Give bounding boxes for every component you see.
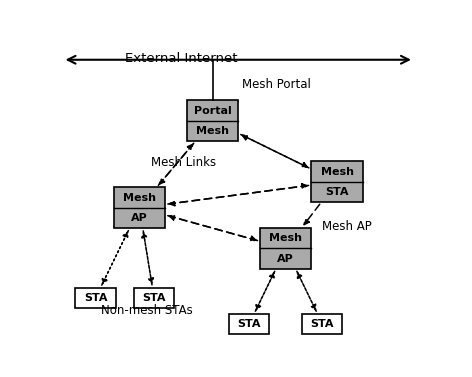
FancyBboxPatch shape [302,314,343,334]
FancyBboxPatch shape [187,100,238,141]
Text: Mesh: Mesh [196,126,229,136]
Text: STA: STA [237,319,261,329]
Text: Portal: Portal [194,106,231,116]
Text: Mesh: Mesh [270,233,302,243]
Text: STA: STA [143,293,166,303]
Text: Mesh Portal: Mesh Portal [242,78,311,91]
Text: AP: AP [131,213,148,223]
FancyBboxPatch shape [76,288,116,308]
Text: Mesh Links: Mesh Links [151,156,216,169]
FancyBboxPatch shape [260,228,312,269]
Text: Mesh: Mesh [123,193,156,203]
FancyBboxPatch shape [312,161,362,202]
Text: AP: AP [278,254,294,264]
Text: Mesh: Mesh [320,167,354,176]
Text: STA: STA [84,293,107,303]
Text: External Internet: External Internet [125,52,237,65]
FancyBboxPatch shape [114,187,165,228]
FancyBboxPatch shape [229,314,270,334]
Text: Mesh AP: Mesh AP [322,220,372,233]
Text: STA: STA [325,187,349,197]
Text: STA: STA [311,319,334,329]
Text: Non-mesh STAs: Non-mesh STAs [101,304,193,317]
FancyBboxPatch shape [134,288,174,308]
